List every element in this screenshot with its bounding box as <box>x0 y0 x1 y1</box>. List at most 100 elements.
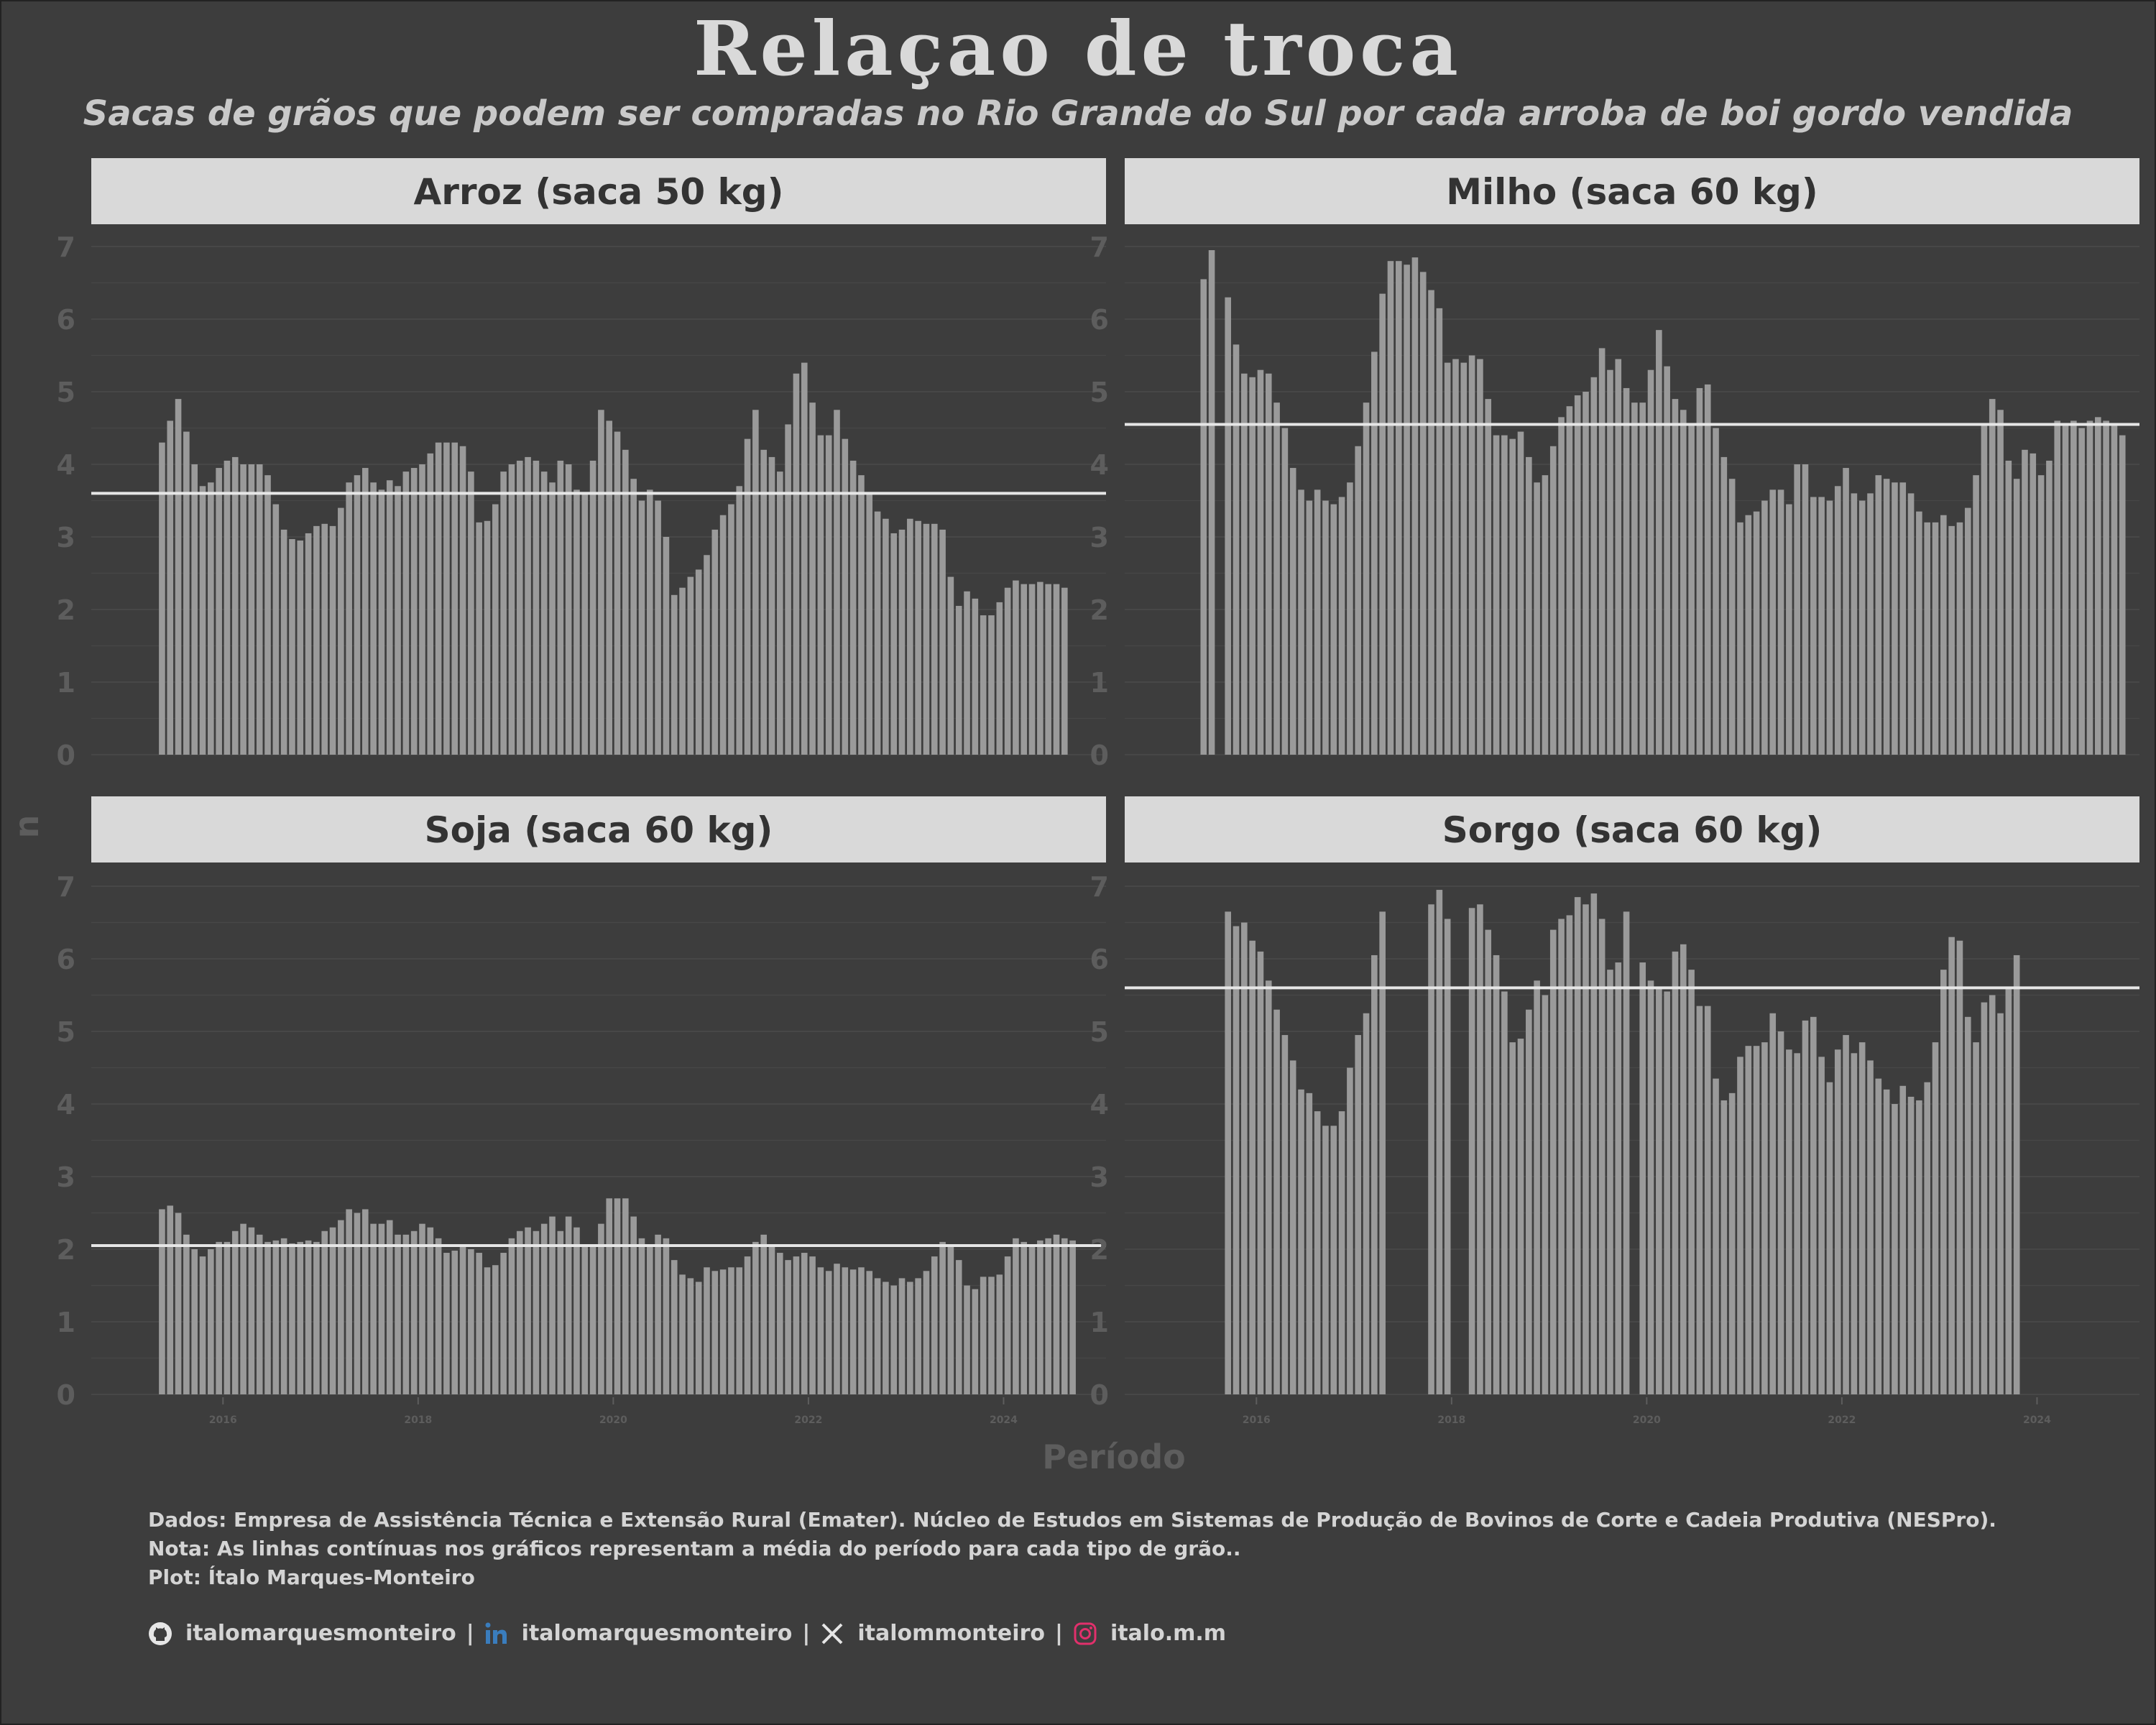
bar <box>1607 970 1613 1394</box>
instagram-link[interactable]: italo.m.m <box>1073 1621 1226 1646</box>
bar <box>1631 402 1638 755</box>
bar <box>646 1245 653 1394</box>
bar <box>768 1245 775 1394</box>
bar <box>2078 428 2085 755</box>
bar <box>1818 497 1825 755</box>
y-tick-label: 1 <box>1090 667 1109 699</box>
y-tick-label: 5 <box>1090 1016 1109 1048</box>
bar <box>402 472 410 755</box>
bar <box>1371 351 1378 755</box>
bar <box>1932 522 1939 755</box>
bar <box>1728 479 1736 755</box>
bar <box>809 402 816 755</box>
bar <box>1688 970 1695 1394</box>
bar <box>598 1223 604 1394</box>
bar <box>159 1209 165 1394</box>
bar <box>1843 468 1849 755</box>
bar <box>1436 890 1443 1394</box>
bar <box>1517 431 1524 755</box>
bar <box>565 464 572 755</box>
bar <box>915 1278 921 1394</box>
bar <box>240 1223 247 1394</box>
bar <box>907 1282 913 1394</box>
bar <box>1249 940 1256 1394</box>
bar <box>1867 1060 1874 1394</box>
bar <box>1989 995 1996 1394</box>
bar <box>338 507 344 755</box>
bar <box>1347 482 1353 755</box>
bar <box>711 1271 719 1394</box>
x-tick-label: 2020 <box>599 1414 627 1426</box>
bar <box>2070 420 2077 755</box>
bar <box>695 1282 702 1394</box>
bar <box>671 1260 678 1394</box>
x-link[interactable]: italommonteiro <box>820 1621 1045 1646</box>
bar <box>874 1278 881 1394</box>
bar <box>849 460 857 755</box>
bar <box>1843 1035 1849 1394</box>
bar <box>1289 468 1296 755</box>
bar <box>1004 1256 1011 1394</box>
bar <box>1598 348 1606 755</box>
bar <box>1028 584 1036 755</box>
bar <box>1704 1006 1711 1394</box>
bar <box>1664 991 1670 1394</box>
linkedin-link[interactable]: italomarquesmonteiro <box>484 1621 792 1646</box>
bar <box>1028 1245 1036 1394</box>
bar <box>1558 417 1565 755</box>
bar <box>1810 1016 1817 1394</box>
bar <box>719 1269 727 1394</box>
bar <box>736 486 743 755</box>
bar <box>704 1267 710 1394</box>
y-tick-label: 5 <box>1090 377 1109 408</box>
bar <box>923 1271 930 1394</box>
bar <box>386 1220 393 1394</box>
bar <box>947 576 954 755</box>
bar <box>321 523 328 755</box>
bar <box>1061 1238 1068 1394</box>
bar <box>435 1238 442 1394</box>
bar <box>1338 1111 1345 1394</box>
y-tick-label: 3 <box>57 1162 75 1193</box>
bar <box>313 1241 320 1394</box>
github-link[interactable]: italomarquesmonteiro <box>148 1621 456 1646</box>
github-handle: italomarquesmonteiro <box>185 1621 456 1646</box>
bar <box>1379 911 1386 1394</box>
bar <box>183 1234 190 1394</box>
bar <box>955 1260 962 1394</box>
bar <box>1956 940 1963 1394</box>
caption-source: Dados: Empresa de Assistência Técnica e … <box>148 1508 1996 1532</box>
bar <box>346 1209 352 1394</box>
bar <box>785 424 791 755</box>
bar <box>1672 951 1679 1394</box>
y-tick-label: 0 <box>1090 740 1109 771</box>
bar <box>191 1249 198 1394</box>
bar <box>1257 951 1264 1394</box>
bar <box>1037 581 1044 755</box>
caption: Dados: Empresa de Assistência Técnica e … <box>148 1506 1996 1592</box>
bar <box>638 500 645 755</box>
bar <box>931 1256 938 1394</box>
bar <box>2013 954 2020 1394</box>
bar <box>1069 1240 1076 1394</box>
bar <box>923 523 930 755</box>
bar <box>378 1223 385 1394</box>
bar <box>1973 475 1979 755</box>
bar <box>370 1223 377 1394</box>
bar <box>1761 1042 1768 1394</box>
bar <box>1330 504 1337 755</box>
bar <box>655 1234 661 1394</box>
bar <box>2013 479 2020 755</box>
bar <box>1948 525 1955 755</box>
x-axis-label: Período <box>1042 1438 1186 1476</box>
bar <box>1460 362 1468 755</box>
bar <box>321 1230 328 1394</box>
caption-note: Nota: As linhas contínuas nos gráficos r… <box>148 1537 1241 1560</box>
bar <box>1273 402 1280 755</box>
y-tick-label: 2 <box>57 1234 75 1266</box>
bar <box>1948 937 1955 1394</box>
bar <box>1363 1013 1370 1394</box>
bar <box>329 1227 336 1394</box>
bar <box>1737 522 1743 755</box>
bar <box>581 1245 589 1394</box>
